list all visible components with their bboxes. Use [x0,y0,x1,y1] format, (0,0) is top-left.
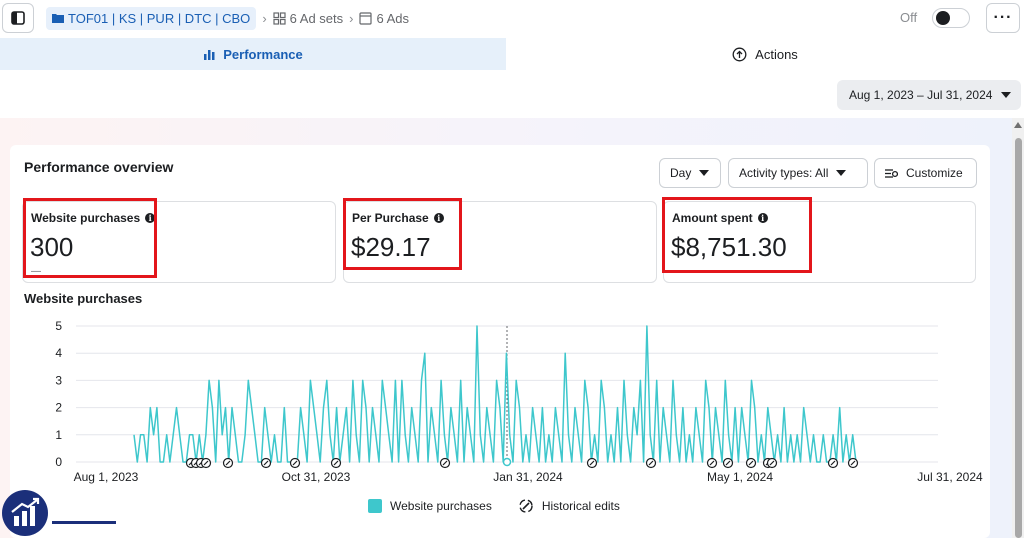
breadcrumb: TOF01 | KS | PUR | DTC | CBO › 6 Ad sets… [46,6,409,30]
metric-value: $29.17 [351,232,431,262]
customize-icon [885,168,898,178]
ellipsis-icon: ··· [993,9,1013,26]
y-tick-label: 3 [55,373,62,387]
x-tick-label: May 1, 2024 [707,470,773,484]
brand-logo [2,490,48,536]
top-bar: TOF01 | KS | PUR | DTC | CBO › 6 Ad sets… [0,0,1024,36]
historical-edit-marker[interactable] [439,457,451,469]
metric-card-website-purchases[interactable]: Website purchases i 300 — [22,201,336,283]
scrollbar[interactable] [1012,118,1024,538]
ad-icon [359,11,373,25]
x-tick-label: Oct 31, 2023 [282,470,351,484]
customize-label: Customize [906,166,963,180]
historical-edit-marker[interactable] [289,457,301,469]
historical-edit-marker[interactable] [722,457,734,469]
x-tick-label: Aug 1, 2023 [74,470,139,484]
y-tick-label: 0 [55,455,62,469]
activity-types-dropdown[interactable]: Activity types: All [728,158,868,188]
chart-title: Website purchases [24,291,143,306]
historical-edit-marker[interactable] [766,457,778,469]
more-options-button[interactable]: ··· [986,3,1020,33]
legend-series-label: Website purchases [390,499,492,513]
breadcrumb-campaign-label: TOF01 | KS | PUR | DTC | CBO [68,10,251,26]
folder-icon [52,14,64,23]
selected-point [502,457,512,467]
tab-actions-label: Actions [755,46,798,62]
metric-label-text: Website purchases [31,211,141,225]
y-tick-label: 4 [55,346,62,360]
historical-edit-marker[interactable] [200,457,212,469]
breadcrumb-ads[interactable]: 6 Ads [359,11,409,26]
historical-edit-icon [519,499,533,513]
historical-edit-marker[interactable] [706,457,718,469]
metric-value: 300 [30,232,74,262]
brand-underline [52,521,116,524]
legend-edits-label: Historical edits [541,499,620,513]
activity-types-label: Activity types: All [739,166,829,180]
panel-title: Performance overview [24,159,174,175]
performance-overview-panel: Performance overview Day Activity types:… [10,145,990,538]
y-tick-label: 2 [55,401,62,415]
info-icon[interactable]: i [757,213,768,223]
highlight-box [23,198,157,278]
chevron-right-icon: › [349,10,354,26]
upload-circle-icon [732,47,747,61]
historical-edit-marker[interactable] [847,457,859,469]
scroll-up-arrow-icon[interactable] [1014,122,1022,128]
x-tick-label: Jan 31, 2024 [493,470,563,484]
info-icon[interactable]: i [145,213,156,223]
toggle-knob [936,11,950,25]
metric-label-text: Per Purchase [352,211,429,225]
x-tick-label: Jul 31, 2024 [917,470,983,484]
y-tick-label: 5 [55,319,62,333]
metric-card-amount-spent[interactable]: Amount spent i $8,751.30 — [663,201,976,283]
historical-edit-marker[interactable] [586,457,598,469]
breadcrumb-ads-label: 6 Ads [376,10,410,26]
date-range-label: Aug 1, 2023 – Jul 31, 2024 [849,88,993,102]
historical-edit-marker[interactable] [745,457,757,469]
date-range-picker[interactable]: Aug 1, 2023 – Jul 31, 2024 [837,80,1021,110]
breadcrumb-campaign[interactable]: TOF01 | KS | PUR | DTC | CBO [46,6,257,30]
historical-edit-marker[interactable] [827,457,839,469]
y-tick-label: 1 [55,428,62,442]
day-dropdown[interactable]: Day [659,158,721,188]
tab-performance-label: Performance [223,46,303,62]
growth-chart-icon [11,497,40,526]
status-toggle[interactable] [932,8,970,28]
historical-edit-marker[interactable] [260,457,272,469]
metric-label: Per Purchase i [352,211,444,225]
tab-actions[interactable]: Actions [506,38,1024,70]
historical-edit-marker[interactable] [330,457,342,469]
status-label: Off [900,10,918,25]
chart-legend: Website purchases Historical edits [368,498,620,514]
metric-label: Website purchases i [31,211,156,225]
sidebar-toggle-button[interactable] [2,3,34,33]
tab-performance[interactable]: Performance [0,38,506,70]
grid-icon [273,11,286,25]
breadcrumb-ad-sets-label: 6 Ad sets [289,10,344,26]
metric-value: $8,751.30 [671,232,787,262]
caret-down-icon [699,170,710,176]
view-tabs: Performance Actions [0,38,1024,70]
caret-down-icon [836,170,847,176]
chevron-right-icon: › [262,10,267,26]
legend-swatch [368,499,382,513]
highlight-box [662,197,812,273]
metric-label-text: Amount spent [672,211,753,225]
panel-icon [11,11,25,25]
metric-label: Amount spent i [672,211,768,225]
caret-down-icon [1001,92,1011,98]
historical-edit-marker[interactable] [222,457,234,469]
series-line-website-purchases [133,325,857,463]
scroll-thumb[interactable] [1015,138,1022,538]
breadcrumb-ad-sets[interactable]: 6 Ad sets [273,11,343,26]
highlight-box [343,198,462,270]
bar-chart-icon [204,50,215,60]
day-dropdown-label: Day [670,166,692,180]
customize-button[interactable]: Customize [874,158,977,188]
historical-edit-marker[interactable] [645,457,657,469]
info-icon[interactable]: i [433,213,444,223]
metric-delta: — [31,266,41,277]
website-purchases-chart: 0 1 2 3 4 5 Aug 1, 2023 Oct 31, 2023 Jan 31, 202… [55,319,983,484]
